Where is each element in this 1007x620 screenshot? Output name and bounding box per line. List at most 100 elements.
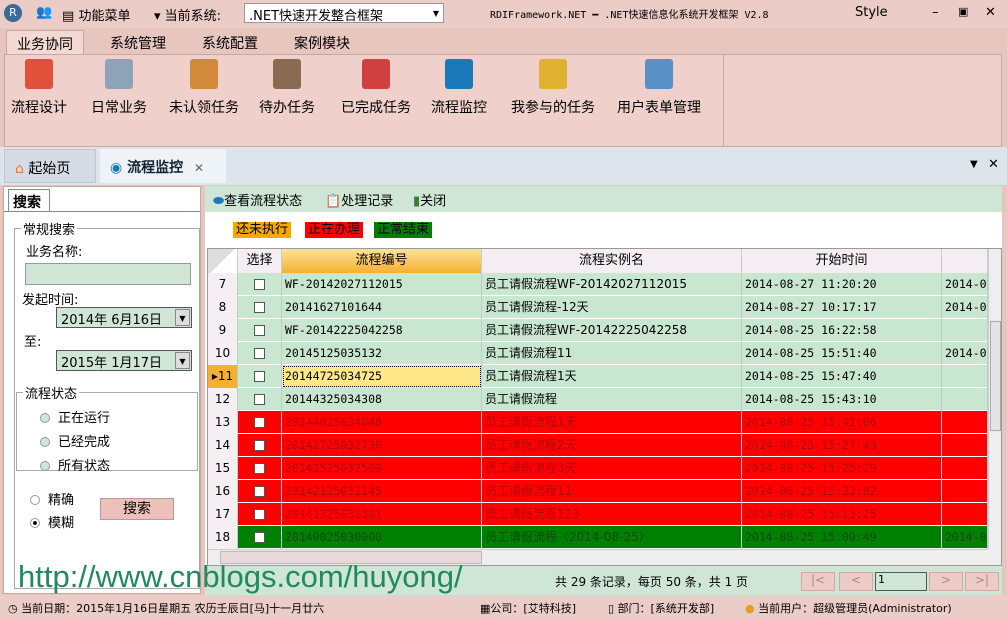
tab-system-management[interactable]: 系统管理 xyxy=(110,36,166,52)
ribbon-button-2[interactable]: 未认领任务 xyxy=(169,59,239,117)
process-status-group: 流程状态 xyxy=(16,383,198,471)
table-row[interactable]: 7 WF-20142027112015 员工请假流程WF-20142027112… xyxy=(208,273,988,296)
ribbon-button-6[interactable]: 我参与的任务 xyxy=(511,59,595,117)
col-start-time[interactable]: 开始时间 xyxy=(742,249,942,273)
start-time: 2014-08-25 15:22:02 xyxy=(742,480,942,503)
row-checkbox[interactable] xyxy=(238,480,282,503)
close-window-button[interactable]: ✕ xyxy=(985,5,996,20)
clock-icon: ◷ xyxy=(8,602,18,615)
legend-in-progress: 正在办理 xyxy=(305,222,364,238)
close-all-icon[interactable]: ✕ xyxy=(988,157,999,172)
process-id: 20144725034725 xyxy=(282,365,482,388)
clipboard-icon xyxy=(190,59,218,89)
tab-process-monitor[interactable]: ◉ 流程监控 ✕ xyxy=(100,149,226,183)
ribbon-button-7[interactable]: 用户表单管理 xyxy=(617,59,701,117)
table-row[interactable]: 12 20144325034308 员工请假流程 2014-08-25 15:4… xyxy=(208,388,988,411)
tab-start-page[interactable]: ⌂ 起始页 xyxy=(4,149,96,183)
tab-business[interactable]: 业务协同 xyxy=(6,30,84,55)
legend-not-started: 还未执行 xyxy=(233,222,292,238)
business-name-input[interactable] xyxy=(25,263,191,285)
page-input[interactable]: 1 xyxy=(875,572,927,591)
chevron-down-icon: ▼ xyxy=(175,309,190,326)
col-instance-name[interactable]: 流程实例名 xyxy=(482,249,742,273)
ribbon-button-0[interactable]: 流程设计 xyxy=(11,59,67,117)
row-checkbox[interactable] xyxy=(238,388,282,411)
next-page-button[interactable]: > xyxy=(929,572,963,591)
instance-name: 员工请假流程2天 xyxy=(482,434,742,457)
close-button[interactable]: ▮关闭 xyxy=(413,194,447,209)
table-row[interactable]: 10 20145125035132 员工请假流程11 2014-08-25 15… xyxy=(208,342,988,365)
table-row[interactable]: 17 20141325031301 员工请假流程123 2014-08-25 1… xyxy=(208,503,988,526)
row-checkbox[interactable] xyxy=(238,273,282,296)
flowchart-icon xyxy=(25,59,53,89)
ribbon-button-1[interactable]: 日常业务 xyxy=(91,59,147,117)
row-checkbox[interactable] xyxy=(238,319,282,342)
row-checkbox[interactable] xyxy=(238,365,282,388)
user-status: ● 当前用户：超级管理员(Administrator) xyxy=(745,602,952,615)
col-extra[interactable] xyxy=(942,249,988,273)
ribbon-button-4[interactable]: 已完成任务 xyxy=(341,59,411,117)
table-row[interactable]: 13 20144025034048 员工请假流程1天 2014-08-25 15… xyxy=(208,411,988,434)
minimize-button[interactable]: – xyxy=(932,5,939,20)
select-all-corner[interactable] xyxy=(208,249,238,273)
row-checkbox[interactable] xyxy=(238,503,282,526)
process-grid: 选择 流程编号 流程实例名 开始时间 7 WF-20142027112015 员… xyxy=(207,248,1002,566)
date-to-picker[interactable]: 2015年 1月17日 ▼ xyxy=(56,350,192,371)
last-page-button[interactable]: >| xyxy=(965,572,999,591)
col-select[interactable]: 选择 xyxy=(238,249,282,273)
process-id: 20141325031301 xyxy=(282,503,482,526)
pager-summary: 共 29 条记录，每页 50 条，共 1 页 xyxy=(555,575,749,589)
close-tab-icon[interactable]: ✕ xyxy=(193,161,205,175)
table-row[interactable]: 14 20142725032730 员工请假流程2天 2014-08-25 15… xyxy=(208,434,988,457)
vertical-scrollbar[interactable] xyxy=(988,249,1001,549)
monitor-panel: ⬬查看流程状态 📋处理记录 ▮关闭 还未执行 正在办理 正常结束 选择 流程编号… xyxy=(205,186,1002,595)
records-button[interactable]: 📋处理记录 xyxy=(325,194,394,209)
menu-button[interactable]: ▤ 功能菜单 xyxy=(62,5,130,24)
table-row[interactable]: ▸11 20144725034725 员工请假流程1天 2014-08-25 1… xyxy=(208,365,988,388)
row-checkbox[interactable] xyxy=(238,457,282,480)
radio-running[interactable]: 正在运行 xyxy=(40,407,110,426)
start-time: 2014-08-27 10:17:17 xyxy=(742,296,942,319)
watermark: http://www.cnblogs.com/huyong/ xyxy=(18,559,463,594)
row-checkbox[interactable] xyxy=(238,411,282,434)
radio-fuzzy[interactable]: 模糊 xyxy=(30,512,74,531)
first-page-button[interactable]: |< xyxy=(801,572,835,591)
table-row[interactable]: 15 20142525032509 员工请假流程3天 2014-08-25 15… xyxy=(208,457,988,480)
table-row[interactable]: 9 WF-20142225042258 员工请假流程WF-20142225042… xyxy=(208,319,988,342)
radio-completed[interactable]: 已经完成 xyxy=(40,431,110,450)
col-process-id[interactable]: 流程编号 xyxy=(282,249,482,273)
search-button[interactable]: 搜索 xyxy=(100,498,174,520)
ribbon-button-3[interactable]: 待办任务 xyxy=(259,59,315,117)
extra-time: 2014-0 xyxy=(942,296,988,319)
maximize-button[interactable]: ▣ xyxy=(958,5,969,18)
row-checkbox[interactable] xyxy=(238,526,282,549)
process-id: 20144025034048 xyxy=(282,411,482,434)
date-from-picker[interactable]: 2014年 6月16日 ▼ xyxy=(56,307,192,328)
radio-all[interactable]: 所有状态 xyxy=(40,455,110,474)
row-checkbox[interactable] xyxy=(238,296,282,319)
tab-list-dropdown[interactable]: ▼ xyxy=(970,159,978,170)
view-status-button[interactable]: ⬬查看流程状态 xyxy=(213,194,303,209)
system-select[interactable]: .NET快速开发整合框架 ▼ xyxy=(244,3,444,24)
ribbon-button-5[interactable]: 流程监控 xyxy=(431,59,487,117)
table-row[interactable]: 18 20140025030000 员工请假流程（2014-08-25） 201… xyxy=(208,526,988,549)
tab-search[interactable]: 搜索 xyxy=(8,189,50,211)
prev-page-button[interactable]: < xyxy=(839,572,873,591)
users-icon[interactable]: 👥 xyxy=(36,5,53,20)
table-row[interactable]: 16 20142125032145 员工请假流程11 2014-08-25 15… xyxy=(208,480,988,503)
radio-exact[interactable]: 精确 xyxy=(30,489,74,508)
row-checkbox[interactable] xyxy=(238,434,282,457)
start-time: 2014-08-25 15:43:10 xyxy=(742,388,942,411)
tab-cases[interactable]: 案例模块 xyxy=(294,36,350,52)
table-row[interactable]: 8 20141627101644 员工请假流程-12天 2014-08-27 1… xyxy=(208,296,988,319)
business-name-label: 业务名称: xyxy=(26,245,83,260)
row-checkbox[interactable] xyxy=(238,342,282,365)
style-menu[interactable]: Style xyxy=(855,5,888,20)
row-number: 17 xyxy=(208,503,238,526)
tab-system-config[interactable]: 系统配置 xyxy=(202,36,258,52)
app-title: RDIFramework.NET ━ .NET快速信息化系统开发框架 V2.8 xyxy=(490,10,769,21)
extra-time: 2014-0 xyxy=(942,273,988,296)
pager: 共 29 条记录，每页 50 条，共 1 页 |< < 1 > >| xyxy=(205,566,1002,595)
horizontal-scrollbar[interactable] xyxy=(208,549,988,565)
instance-name: 员工请假流程3天 xyxy=(482,457,742,480)
